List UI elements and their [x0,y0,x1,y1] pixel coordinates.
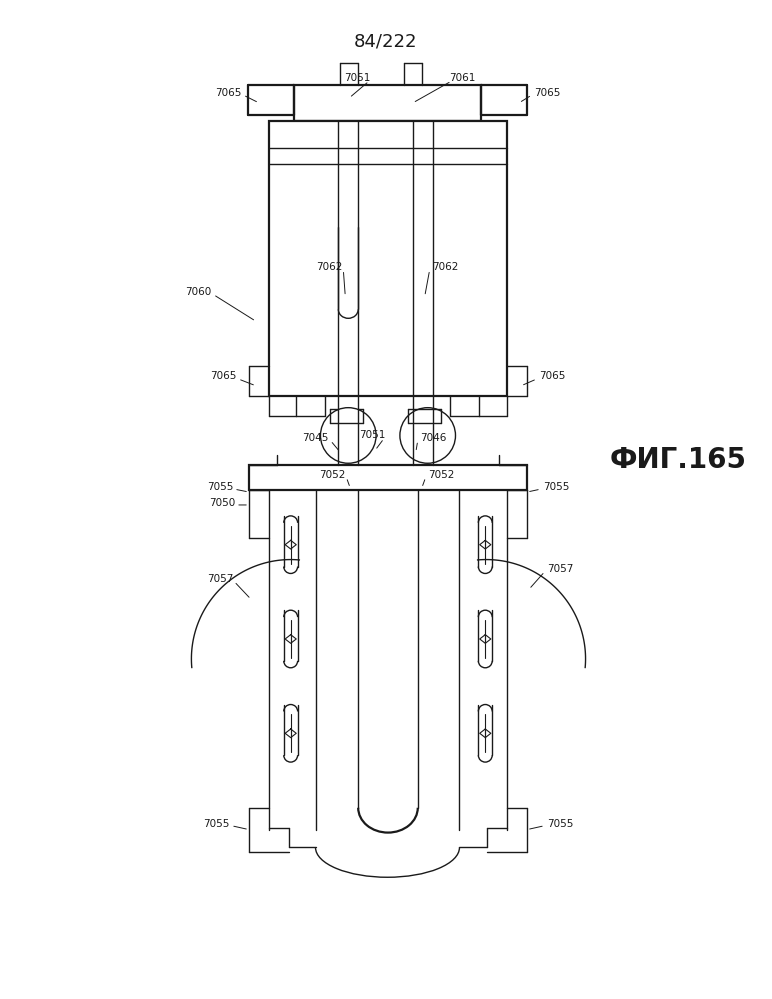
Text: 7065: 7065 [539,371,565,381]
Text: 7055: 7055 [543,483,569,493]
Text: 7052: 7052 [428,471,454,481]
Text: 84/222: 84/222 [354,32,418,50]
Text: 7055: 7055 [207,483,233,493]
Text: 7051: 7051 [344,73,370,83]
Text: 7045: 7045 [302,434,328,444]
Text: 7062: 7062 [432,262,458,272]
Bar [249,466,527,491]
Text: 7052: 7052 [319,471,345,481]
Bar [293,85,481,121]
Text: ФИГ.165: ФИГ.165 [609,447,747,475]
Text: 7065: 7065 [210,371,236,381]
Text: 7051: 7051 [359,431,385,441]
Text: 7060: 7060 [185,287,212,297]
Text: 7055: 7055 [203,818,229,828]
Bar [269,121,507,396]
Text: 7065: 7065 [534,88,560,98]
Text: 7061: 7061 [449,73,476,83]
Text: 7055: 7055 [547,818,573,828]
Text: 7050: 7050 [209,498,235,507]
Text: 7057: 7057 [207,574,233,584]
Text: 7057: 7057 [547,564,573,574]
Text: 7046: 7046 [420,434,446,444]
Text: 7065: 7065 [215,88,241,98]
Text: 7062: 7062 [316,262,342,272]
